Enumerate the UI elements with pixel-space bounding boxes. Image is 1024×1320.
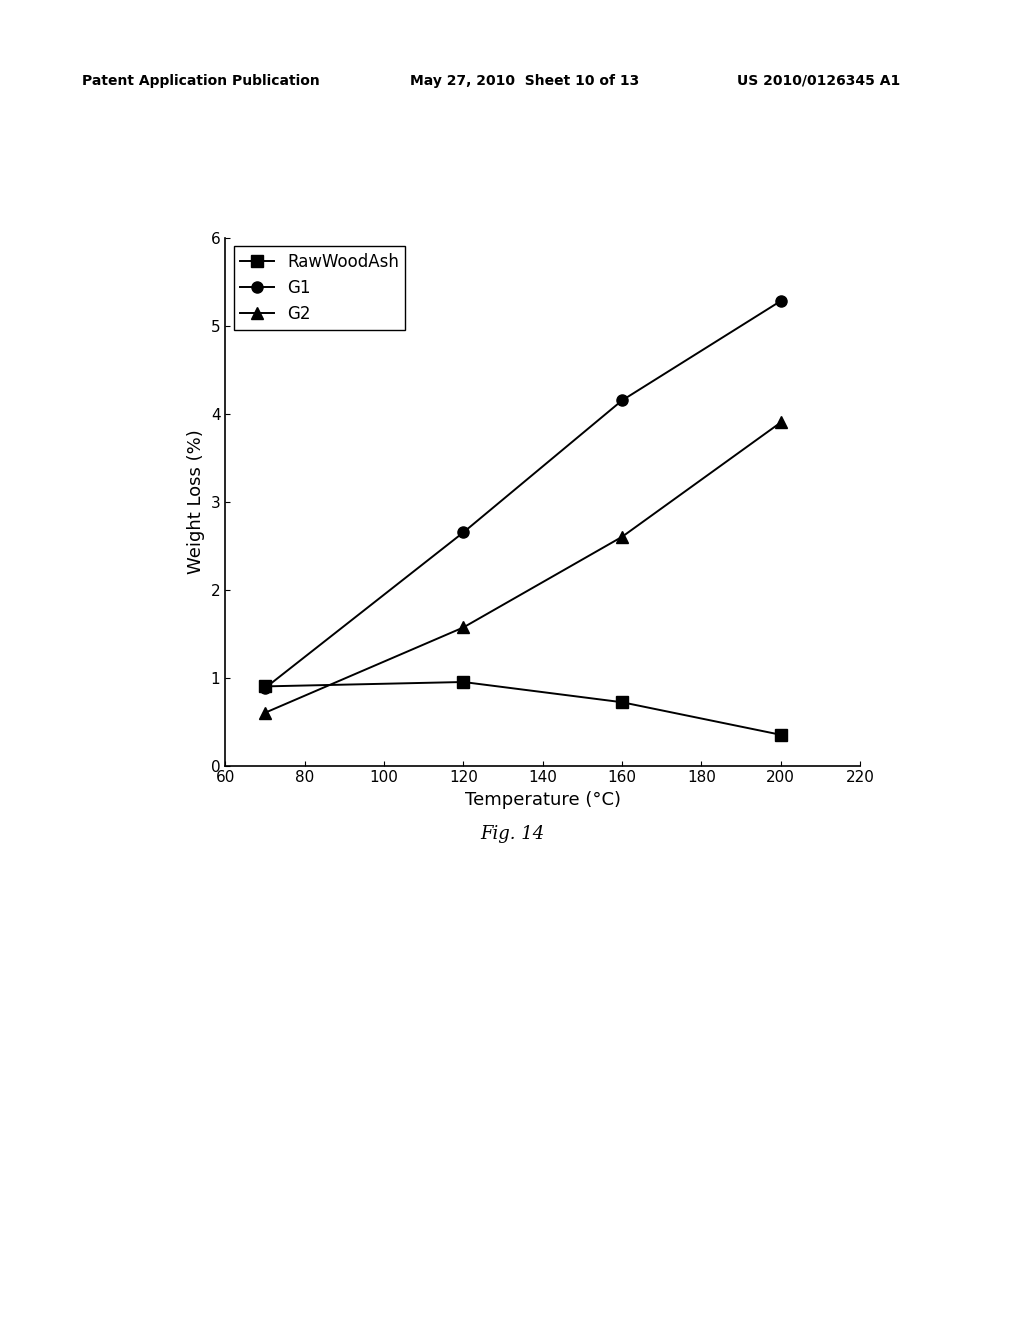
G1 [259, 680, 271, 696]
Line: G1: G1 [259, 296, 786, 694]
Line: G2: G2 [259, 417, 786, 718]
Line: RawWoodAsh: RawWoodAsh [259, 676, 786, 741]
RawWoodAsh [457, 675, 469, 690]
X-axis label: Temperature (°C): Temperature (°C) [465, 791, 621, 809]
RawWoodAsh [775, 727, 787, 743]
RawWoodAsh [616, 694, 629, 710]
G1 [457, 524, 469, 540]
RawWoodAsh [259, 678, 271, 694]
Legend: RawWoodAsh, G1, G2: RawWoodAsh, G1, G2 [233, 246, 406, 330]
Text: US 2010/0126345 A1: US 2010/0126345 A1 [737, 74, 900, 88]
G1 [616, 392, 629, 408]
Y-axis label: Weight Loss (%): Weight Loss (%) [187, 429, 205, 574]
Text: May 27, 2010  Sheet 10 of 13: May 27, 2010 Sheet 10 of 13 [410, 74, 639, 88]
Text: Fig. 14: Fig. 14 [480, 825, 544, 843]
G1 [775, 293, 787, 309]
G2 [259, 705, 271, 721]
G2 [616, 529, 629, 545]
G2 [457, 619, 469, 635]
Text: Patent Application Publication: Patent Application Publication [82, 74, 319, 88]
G2 [775, 414, 787, 430]
